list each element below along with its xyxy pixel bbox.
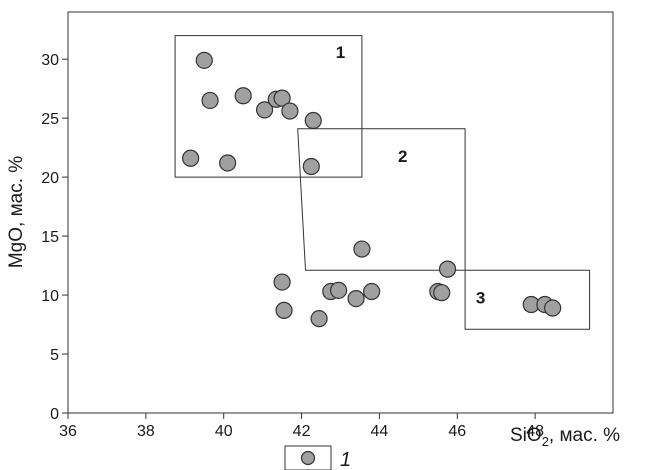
data-point (433, 284, 451, 302)
field-region-1 (174, 35, 363, 178)
legend-box (284, 445, 332, 470)
x-axis-ticks: 36 38 40 42 44 46 48 (59, 413, 544, 440)
x-axis-label-unit: , мас. % (549, 425, 620, 446)
x-tick-label: 40 (215, 423, 233, 440)
x-tick-label: 44 (371, 423, 389, 440)
data-points (182, 51, 562, 328)
y-tick-label: 20 (41, 170, 59, 187)
x-tick-label: 36 (59, 423, 77, 440)
legend: 1 (284, 445, 351, 470)
data-point (182, 149, 200, 167)
data-point (201, 91, 219, 110)
y-axis-label: MgO, мас. % (6, 156, 27, 268)
x-axis-label-subscript: 2 (542, 434, 549, 449)
data-point (273, 89, 291, 107)
y-tick-label: 25 (41, 111, 59, 128)
plot-frame (67, 11, 614, 414)
data-point (219, 154, 237, 172)
field-region-label: 2 (398, 147, 407, 166)
data-point (275, 301, 293, 319)
data-point (347, 289, 365, 308)
y-axis-ticks: 0 5 10 15 20 25 30 (41, 52, 68, 423)
legend-marker (300, 450, 316, 466)
data-point (273, 273, 291, 291)
y-tick-label: 0 (50, 406, 59, 423)
data-point (353, 240, 371, 258)
data-point (195, 51, 213, 69)
data-point (234, 87, 252, 105)
field-region-3 (464, 269, 591, 330)
x-axis-label: SiO2, мас. % (510, 425, 620, 449)
data-point (304, 111, 322, 130)
y-tick-label: 30 (41, 52, 59, 69)
field-region-label: 1 (336, 43, 345, 62)
field-region-label: 3 (476, 288, 485, 307)
data-point (255, 101, 274, 119)
x-axis-label-main: SiO (510, 425, 542, 446)
y-tick-label: 15 (41, 229, 59, 246)
data-point (363, 282, 381, 301)
data-point (302, 157, 320, 176)
data-point (438, 260, 457, 278)
data-point (310, 310, 328, 328)
y-tick-label: 5 (50, 347, 59, 364)
y-tick-label: 10 (41, 288, 59, 305)
x-tick-label: 48 (526, 423, 544, 440)
x-tick-label: 42 (293, 423, 311, 440)
data-point (544, 299, 562, 317)
field-region-2 (297, 128, 466, 271)
data-point (329, 281, 348, 299)
field-regions: 1 2 3 (174, 35, 591, 330)
data-point (281, 102, 299, 120)
legend-label: 1 (340, 449, 351, 470)
x-tick-label: 38 (137, 423, 155, 440)
x-tick-label: 46 (448, 423, 466, 440)
